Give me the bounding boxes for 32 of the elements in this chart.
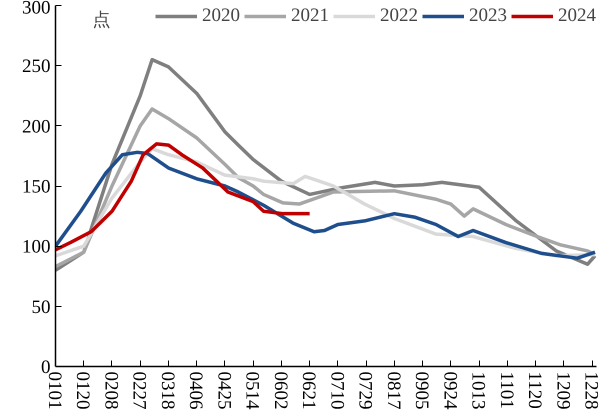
x-tick-label: 1013 — [468, 372, 489, 410]
x-tick-label: 0208 — [100, 372, 122, 410]
x-tick-label: 1120 — [524, 372, 546, 409]
x-tick-label: 0817 — [382, 372, 404, 410]
y-tick-label: 100 — [22, 236, 50, 258]
x-tick-label: 0406 — [185, 372, 206, 410]
x-tick-label: 1228 — [580, 372, 602, 410]
x-tick-label: 0602 — [270, 372, 291, 410]
legend-label: 2024 — [558, 5, 596, 27]
legend-label: 2021 — [291, 5, 329, 27]
x-tick-label: 1101 — [496, 372, 517, 409]
y-tick-label: 250 — [22, 56, 50, 78]
y-tick-label: 200 — [22, 116, 50, 138]
y-tick-label: 50 — [32, 296, 50, 318]
x-tick-label: 0621 — [298, 372, 320, 410]
x-tick-label: 0425 — [213, 372, 234, 410]
x-tick-label: 0318 — [156, 372, 178, 410]
y-tick-label: 150 — [22, 176, 50, 198]
x-tick-label: 0227 — [128, 372, 150, 410]
legend-label: 2022 — [380, 5, 418, 27]
legend-label: 2020 — [202, 5, 240, 27]
line-series — [56, 142, 312, 252]
x-tick-label: 0514 — [242, 372, 263, 410]
x-tick-label: 0120 — [72, 372, 94, 410]
x-tick-label: 0729 — [354, 372, 376, 410]
x-tick-label: 1209 — [552, 372, 574, 410]
x-tick-label: 0710 — [326, 372, 348, 410]
y-tick-label: 300 — [22, 0, 50, 18]
legend-label: 2023 — [469, 5, 507, 27]
x-tick-label: 0924 — [439, 372, 460, 410]
y-axis-title: 点 — [92, 10, 111, 30]
x-tick-label: 0905 — [411, 372, 432, 410]
